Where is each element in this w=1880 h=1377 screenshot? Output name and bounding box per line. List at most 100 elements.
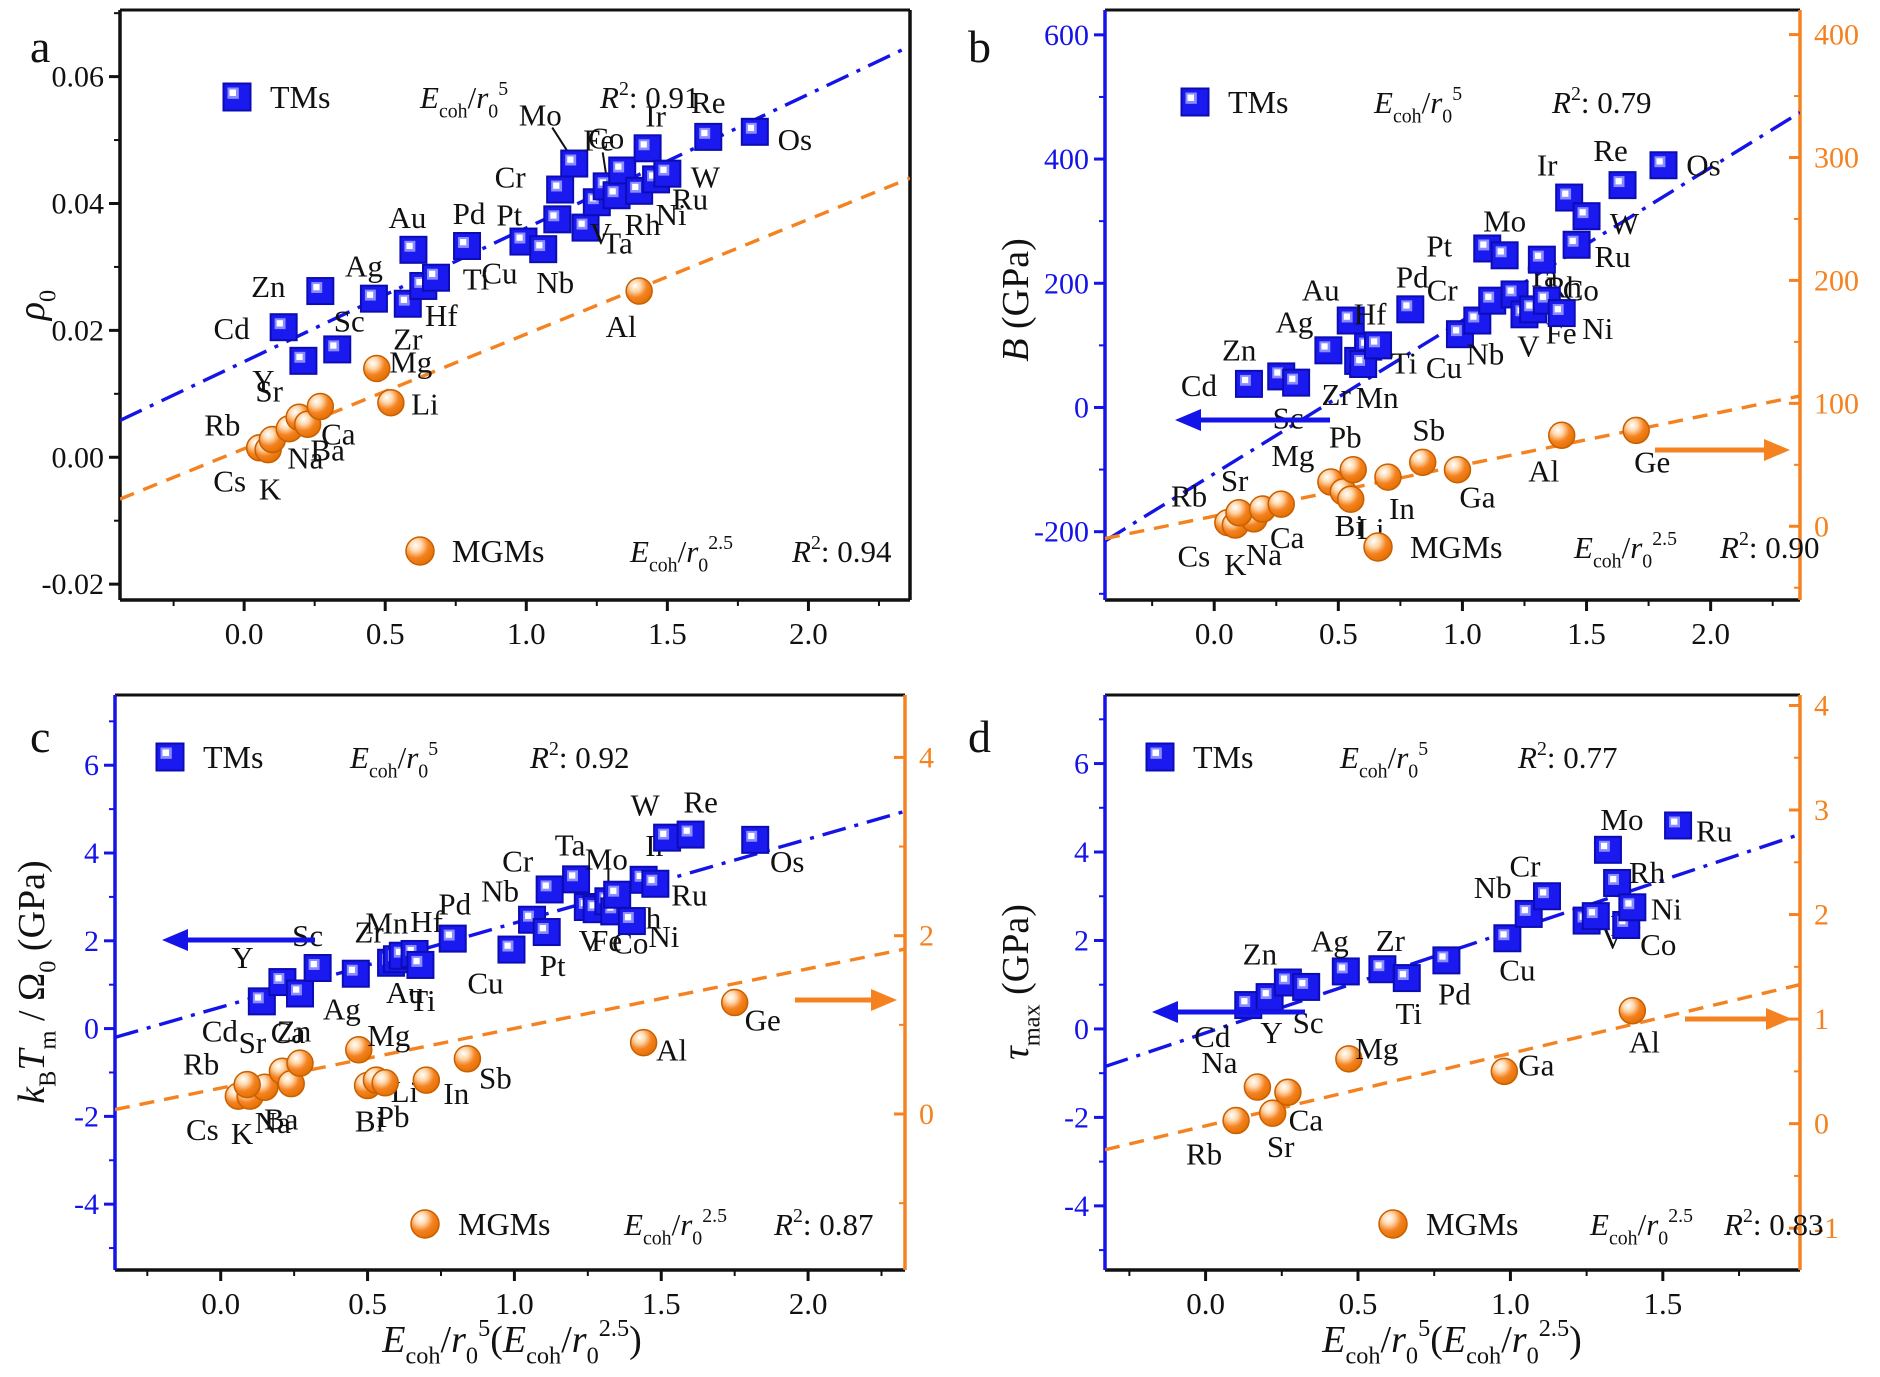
element-label-Rh: Rh xyxy=(624,207,661,242)
marker-glint xyxy=(276,320,283,327)
element-label-Re: Re xyxy=(691,85,725,120)
y-right-tick-label: 0 xyxy=(1814,510,1829,543)
element-label-Sb: Sb xyxy=(1412,412,1445,447)
element-label-Ta: Ta xyxy=(602,226,633,261)
marker-glint xyxy=(1485,293,1492,300)
mgm-circle-marker xyxy=(625,277,653,305)
element-label-Co: Co xyxy=(588,121,624,156)
marker-glint xyxy=(296,353,303,361)
x-tick-label: 2.0 xyxy=(1691,616,1730,651)
y-left-tick-label: 0.02 xyxy=(52,314,105,347)
marker-glint xyxy=(1321,343,1328,350)
mgm-circle-marker xyxy=(233,1070,261,1099)
y-right-tick-label: 4 xyxy=(1814,689,1829,722)
data-point-Mo: Mo xyxy=(1593,802,1643,864)
element-label-Ba: Ba xyxy=(264,1102,299,1137)
x-tick-label: 1.0 xyxy=(495,1286,534,1321)
element-label-Mg: Mg xyxy=(1355,1031,1398,1066)
element-label-Pd: Pd xyxy=(453,196,486,231)
element-label-Al: Al xyxy=(1528,453,1559,488)
element-label-Mg: Mg xyxy=(389,344,432,379)
data-point-Zn: Zn xyxy=(277,979,315,1048)
y-left-tick-label: -4 xyxy=(74,1188,99,1221)
element-label-Na: Na xyxy=(1201,1045,1237,1080)
element-label-W: W xyxy=(1610,206,1640,241)
element-label-Hf: Hf xyxy=(410,904,443,939)
data-point-Pd: Pd xyxy=(453,196,486,260)
marker-glint xyxy=(615,163,622,170)
element-label-Bi: Bi xyxy=(355,1103,385,1138)
marker-glint xyxy=(640,141,647,148)
x-tick-label: 1.0 xyxy=(1491,1286,1530,1321)
marker-glint xyxy=(748,832,755,840)
data-point-Rh: Rh xyxy=(1603,855,1666,897)
element-label-Fe: Fe xyxy=(583,122,614,157)
mgm-circle-marker xyxy=(1258,1099,1287,1127)
marker-glint xyxy=(348,966,356,973)
legend-formula: Ecoh/r05 xyxy=(419,78,508,122)
element-label-Cu: Cu xyxy=(467,966,503,1001)
legend-mgms: MGMs Ecoh/r02.5 R2: 0.87 xyxy=(410,1205,873,1249)
element-label-Mg: Mg xyxy=(367,1018,410,1053)
element-label-Cd: Cd xyxy=(202,1013,239,1048)
marker-glint xyxy=(1452,327,1460,334)
mgm-circle-marker xyxy=(1225,498,1253,527)
data-point-Pb: Pb xyxy=(1329,420,1367,484)
data-point-Ti: Ti xyxy=(406,950,436,1018)
mgm-circle-marker xyxy=(1339,455,1367,484)
marker-glint xyxy=(1152,749,1159,756)
element-label-Rb: Rb xyxy=(1171,479,1207,514)
element-label-Sr: Sr xyxy=(239,1025,267,1060)
data-point-Cd: Cd xyxy=(1181,368,1263,403)
element-label-Nb: Nb xyxy=(1466,337,1504,372)
marker-glint xyxy=(1600,842,1608,850)
data-point-Re: Re xyxy=(691,85,725,151)
legend-formula: Ecoh/r05 xyxy=(349,738,438,782)
marker-glint xyxy=(569,872,576,879)
mgm-circle-marker xyxy=(1243,1073,1272,1101)
element-label-Ir: Ir xyxy=(1537,148,1558,183)
marker-glint xyxy=(429,270,436,277)
element-label-Y: Y xyxy=(252,363,274,398)
orange-trend-line xyxy=(1105,982,1800,1152)
marker-glint xyxy=(445,931,452,938)
data-point-Cd: Cd xyxy=(202,987,276,1048)
data-point-Nb: Nb xyxy=(529,235,574,300)
data-point-Cr: Cr xyxy=(502,843,564,904)
data-point-Cr: Cr xyxy=(495,160,575,204)
legend-formula: Ecoh/r02.5 xyxy=(1573,528,1677,572)
mgm-circle-marker xyxy=(345,1036,373,1064)
legend-tms: TMs Ecoh/r05 R2: 0.91 xyxy=(222,78,699,122)
mgm-circle-marker xyxy=(363,354,391,383)
marker-glint xyxy=(1262,990,1269,997)
data-point-Ta: Ta xyxy=(571,213,633,261)
data-point-Re: Re xyxy=(1593,133,1637,200)
data-point-Rb: Rb xyxy=(183,1047,261,1099)
y-left-tick-label: -2 xyxy=(1064,1101,1089,1134)
legend-series-name: MGMs xyxy=(458,1206,550,1242)
data-point-Sc: Sc xyxy=(1292,972,1324,1040)
element-label-Na: Na xyxy=(255,1105,291,1140)
element-label-Zr: Zr xyxy=(1376,923,1406,958)
x-tick-label: 2.0 xyxy=(789,616,828,651)
data-point-Cr: Cr xyxy=(1509,848,1561,911)
element-label-Sc: Sc xyxy=(292,918,323,953)
data-point-Ga: Ga xyxy=(1490,1047,1555,1086)
legend-series-name: TMs xyxy=(1193,739,1253,775)
legend-mgms: MGMs Ecoh/r02.5 R2: 0.90 xyxy=(1363,528,1819,572)
data-point-Ni: Ni xyxy=(1547,299,1614,346)
legend-r2: R2: 0.92 xyxy=(529,738,629,775)
panel-letter-c: c xyxy=(30,711,50,762)
data-point-Pt: Pt xyxy=(532,918,566,983)
marker-glint xyxy=(660,830,667,837)
marker-glint xyxy=(1671,818,1678,825)
data-point-Li: Li xyxy=(377,387,439,422)
marker-glint xyxy=(1280,975,1288,982)
data-point-Ag: Ag xyxy=(1275,304,1343,365)
mgm-circle-marker xyxy=(405,536,435,566)
legend-series-name: MGMs xyxy=(452,533,544,569)
element-label-Rh: Rh xyxy=(1629,855,1666,890)
element-label-Na: Na xyxy=(287,441,323,476)
element-label-Pd: Pd xyxy=(1396,259,1429,294)
element-label-Mn: Mn xyxy=(1356,380,1400,415)
